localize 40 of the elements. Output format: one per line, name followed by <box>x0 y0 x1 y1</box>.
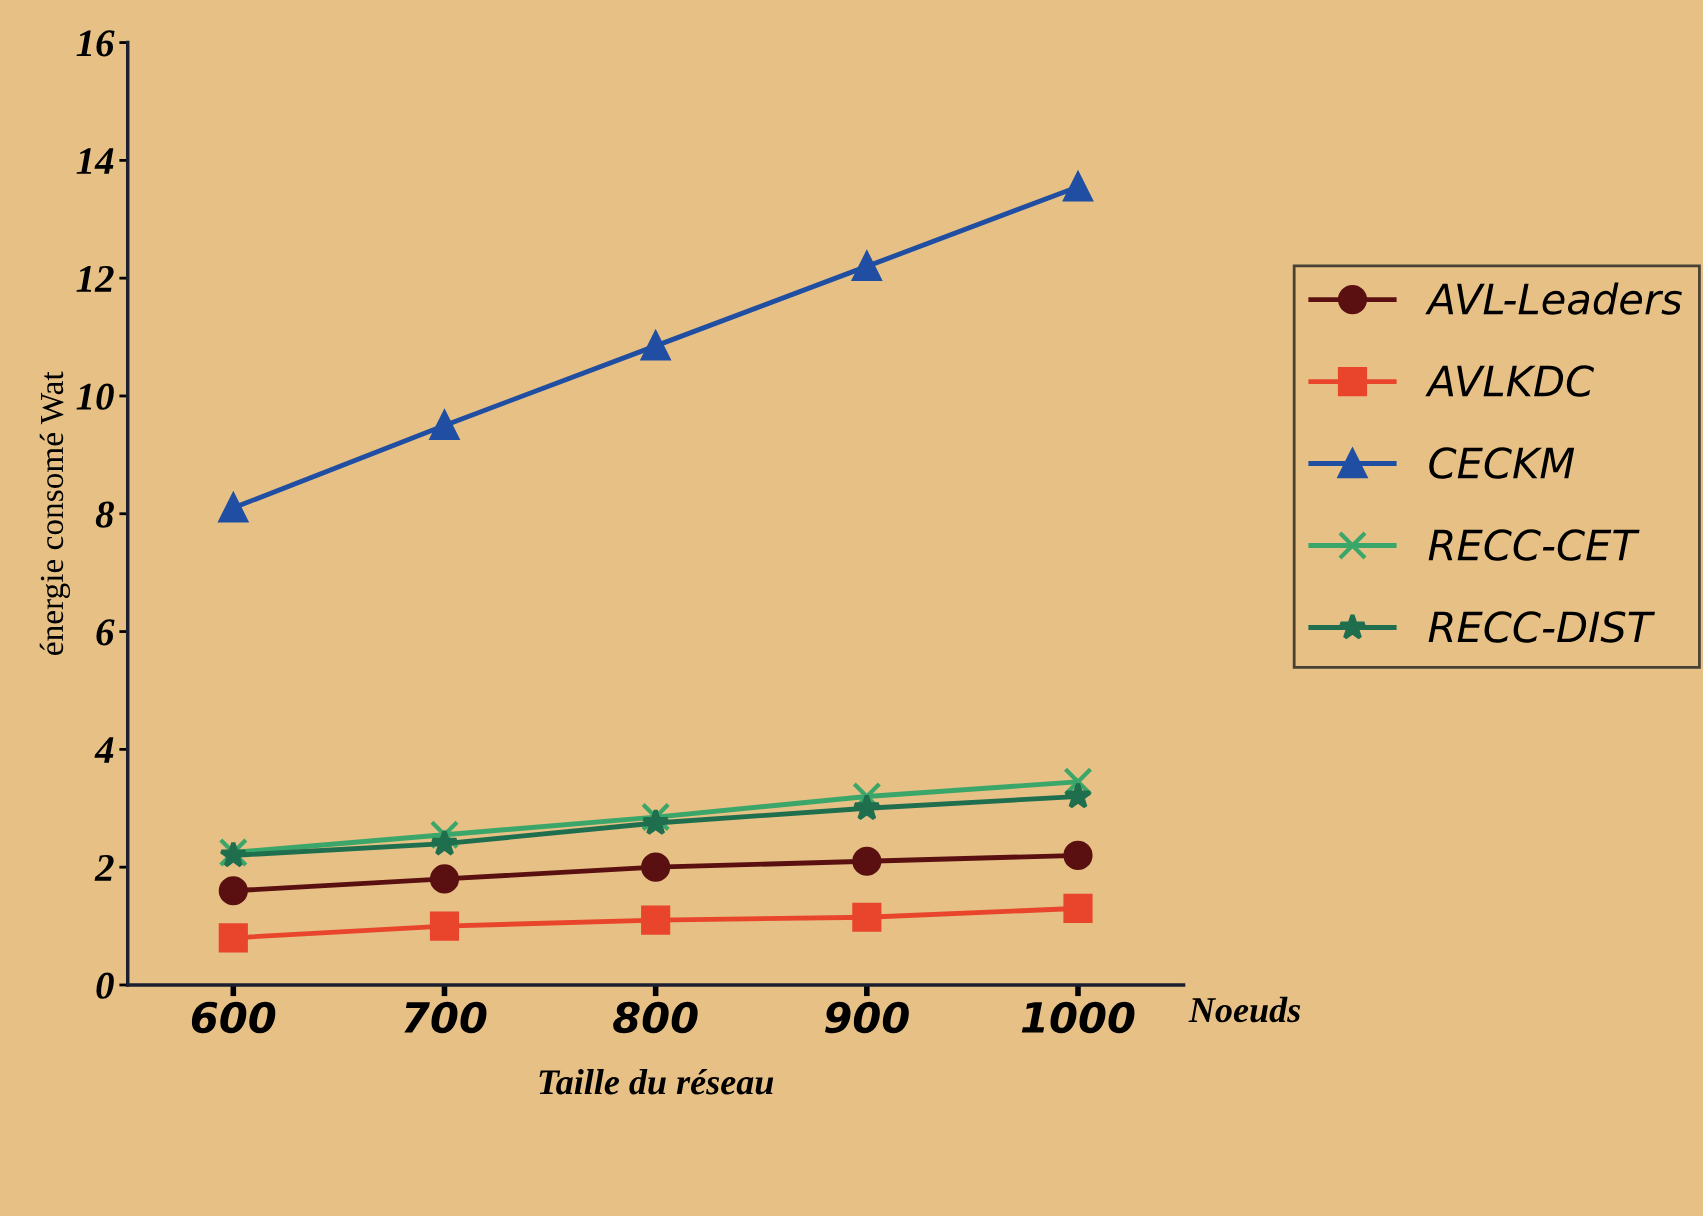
y-tick-label: 10 <box>76 383 114 410</box>
point <box>429 864 460 894</box>
point <box>852 902 882 932</box>
y-tick-label: 6 <box>96 619 115 646</box>
legend-label: CECKM <box>1429 447 1575 479</box>
point <box>1063 172 1093 202</box>
y-tick-label: 4 <box>94 737 114 763</box>
point <box>218 923 248 953</box>
point <box>641 808 670 836</box>
y-tick-label: 0 <box>96 972 114 999</box>
legend-label: AVL-Leaders <box>1425 282 1682 315</box>
text: Noeuds <box>1188 996 1301 1023</box>
x-tick-label: 600 <box>191 1001 276 1034</box>
y-axis-title: énergie consomé Wat <box>39 371 71 655</box>
point <box>641 905 671 935</box>
x-axis-title: Taille du réseau <box>539 1069 774 1095</box>
point <box>1063 840 1093 870</box>
point <box>852 793 881 821</box>
point <box>852 846 882 876</box>
y-tick-label: 8 <box>95 501 114 528</box>
point <box>641 331 671 361</box>
point <box>1064 781 1092 809</box>
legend-label: RECC-DIST <box>1428 611 1655 643</box>
legend-label: AVLKDC <box>1425 365 1594 397</box>
legend-label: RECC-CET <box>1428 529 1640 561</box>
point <box>429 911 460 941</box>
point <box>218 876 248 906</box>
x-tick-label: 800 <box>613 1001 698 1034</box>
x-tick-label: 1000 <box>1021 1001 1135 1034</box>
point <box>641 852 671 882</box>
y-tick-label: 14 <box>76 148 114 174</box>
y-tick-label: 2 <box>94 854 114 881</box>
y-tick-label: 16 <box>76 30 115 57</box>
point <box>428 408 461 440</box>
point <box>430 829 459 856</box>
point <box>1063 893 1093 923</box>
x-tick-label: 900 <box>825 1001 909 1034</box>
x-tick-label: 700 <box>404 1001 487 1034</box>
y-tick-label: 12 <box>76 265 114 292</box>
point <box>851 249 883 281</box>
